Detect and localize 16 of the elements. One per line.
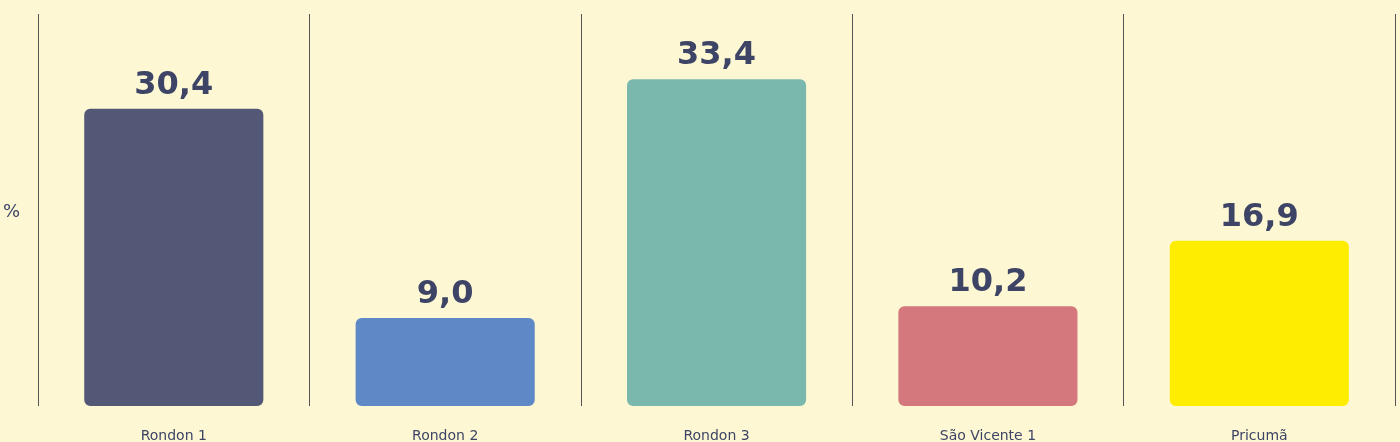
data-label: 16,9 xyxy=(1219,195,1299,234)
x-tick-label: Pricumã xyxy=(1230,427,1288,442)
bar xyxy=(898,306,1078,406)
data-label: 30,4 xyxy=(134,63,214,102)
data-label: 9,0 xyxy=(416,272,474,311)
bar xyxy=(355,317,535,406)
x-tick-label: Rondon 1 xyxy=(140,427,207,442)
bar xyxy=(1169,240,1349,406)
data-label: 10,2 xyxy=(948,261,1028,300)
y-axis-title: % xyxy=(2,199,21,221)
x-tick-label: Rondon 3 xyxy=(683,427,750,442)
bar xyxy=(84,108,264,406)
data-label: 33,4 xyxy=(677,34,757,73)
x-tick-label: Rondon 2 xyxy=(412,427,479,442)
x-tick-label: São Vicente 1 xyxy=(939,427,1037,442)
bar xyxy=(627,79,807,406)
